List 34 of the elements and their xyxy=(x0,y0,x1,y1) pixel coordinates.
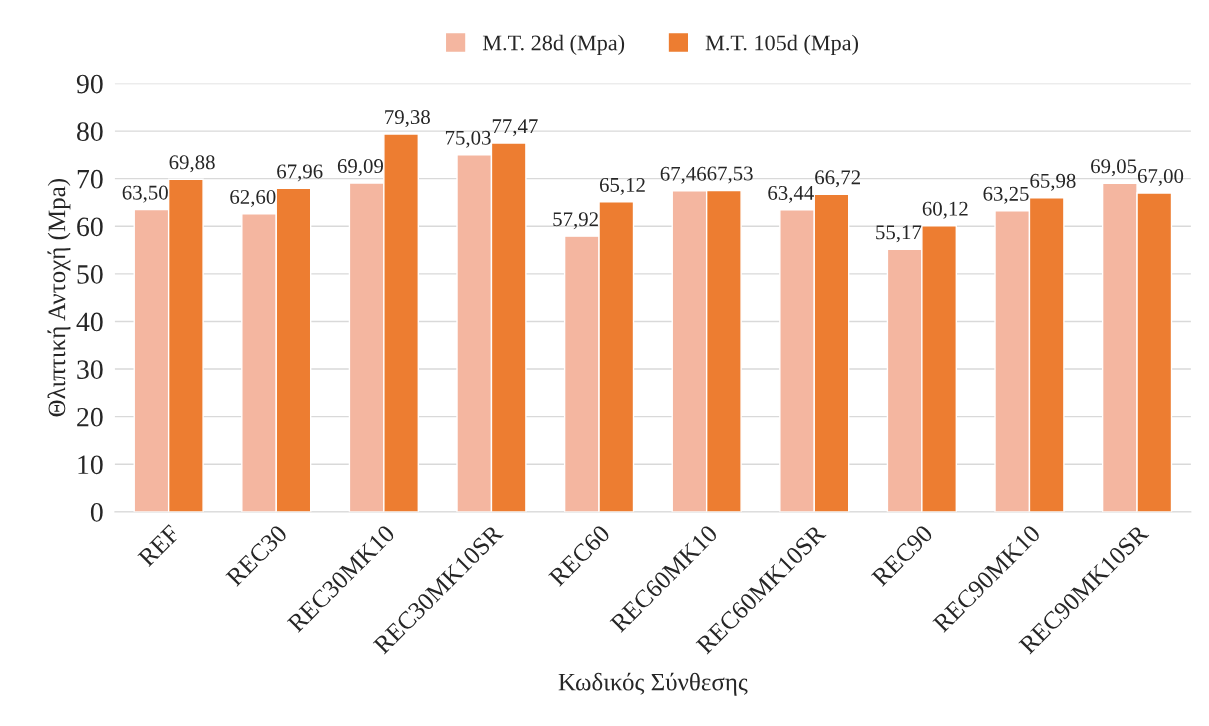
data-label: 69,88 xyxy=(169,155,215,173)
x-axis-title: Κωδικός Σύνθεσης xyxy=(558,672,748,696)
y-tick-label: 30 xyxy=(77,360,103,379)
data-label: 55,17 xyxy=(876,225,922,243)
data-label: 66,72 xyxy=(815,170,860,188)
data-label: 63,44 xyxy=(768,185,814,203)
data-label: 65,98 xyxy=(1030,173,1076,191)
data-label: 57,92 xyxy=(553,212,598,230)
data-label: 75,03 xyxy=(445,130,491,148)
data-label: 69,05 xyxy=(1091,159,1137,177)
y-tick-label: 80 xyxy=(77,122,103,141)
legend-label: M.T. 28d (Mpa) xyxy=(482,34,625,55)
y-tick-label: 60 xyxy=(77,217,103,237)
data-label: 79,38 xyxy=(385,110,430,128)
y-tick-label: 40 xyxy=(76,312,103,332)
data-label: 77,47 xyxy=(492,119,538,137)
y-tick-label: 10 xyxy=(78,455,103,475)
data-label: 63,50 xyxy=(122,185,168,203)
y-axis-title: Θλιπτική Αντοχή (Mpa) xyxy=(47,179,71,417)
data-label: 65,12 xyxy=(599,177,645,195)
data-label: 67,46 xyxy=(660,166,707,184)
data-label: 69,09 xyxy=(337,159,383,177)
data-label: 67,96 xyxy=(277,164,323,182)
data-label: 67,53 xyxy=(707,166,753,184)
legend-label: M.T. 105d (Mpa) xyxy=(705,34,858,55)
y-tick-label: 20 xyxy=(77,407,103,427)
y-tick-label: 50 xyxy=(77,265,103,284)
y-tick-label: 0 xyxy=(90,503,103,522)
y-tick-label: 70 xyxy=(77,169,103,189)
data-label: 63,25 xyxy=(983,186,1029,204)
data-label: 60,12 xyxy=(922,201,968,219)
y-tick-label: 90 xyxy=(76,74,103,94)
data-label: 62,60 xyxy=(230,189,276,207)
data-label: 67,00 xyxy=(1137,168,1184,187)
